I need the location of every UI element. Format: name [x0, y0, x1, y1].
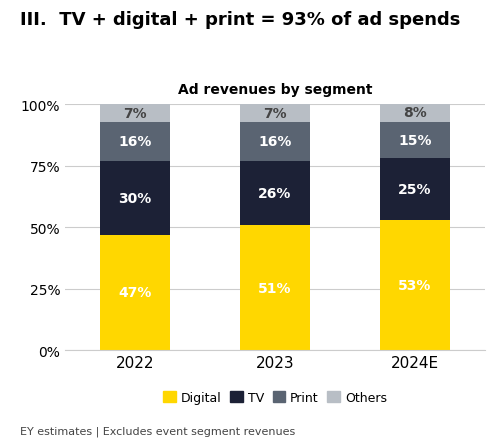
Bar — [240, 225, 310, 350]
Bar — [380, 159, 450, 220]
Text: 53%: 53% — [398, 279, 432, 293]
Text: 8%: 8% — [403, 106, 427, 120]
Text: 16%: 16% — [118, 135, 152, 149]
Text: III.  TV + digital + print = 93% of ad spends: III. TV + digital + print = 93% of ad sp… — [20, 11, 460, 29]
Text: 51%: 51% — [258, 281, 292, 295]
Text: 25%: 25% — [398, 183, 432, 197]
Bar — [100, 235, 170, 350]
Text: 15%: 15% — [398, 134, 432, 148]
Bar — [100, 105, 170, 122]
Text: 26%: 26% — [258, 187, 292, 201]
Bar — [380, 102, 450, 122]
Bar — [240, 122, 310, 162]
Text: 7%: 7% — [123, 107, 147, 121]
Text: 16%: 16% — [258, 135, 292, 149]
Title: Ad revenues by segment: Ad revenues by segment — [178, 83, 372, 97]
Text: EY estimates | Excludes event segment revenues: EY estimates | Excludes event segment re… — [20, 425, 295, 436]
Bar — [100, 162, 170, 235]
Legend: Digital, TV, Print, Others: Digital, TV, Print, Others — [158, 386, 392, 409]
Bar — [100, 122, 170, 162]
Text: 30%: 30% — [118, 191, 152, 205]
Bar — [380, 220, 450, 350]
Bar — [240, 162, 310, 225]
Text: 47%: 47% — [118, 286, 152, 300]
Text: 7%: 7% — [263, 107, 287, 121]
Bar — [240, 105, 310, 122]
Bar — [380, 122, 450, 159]
